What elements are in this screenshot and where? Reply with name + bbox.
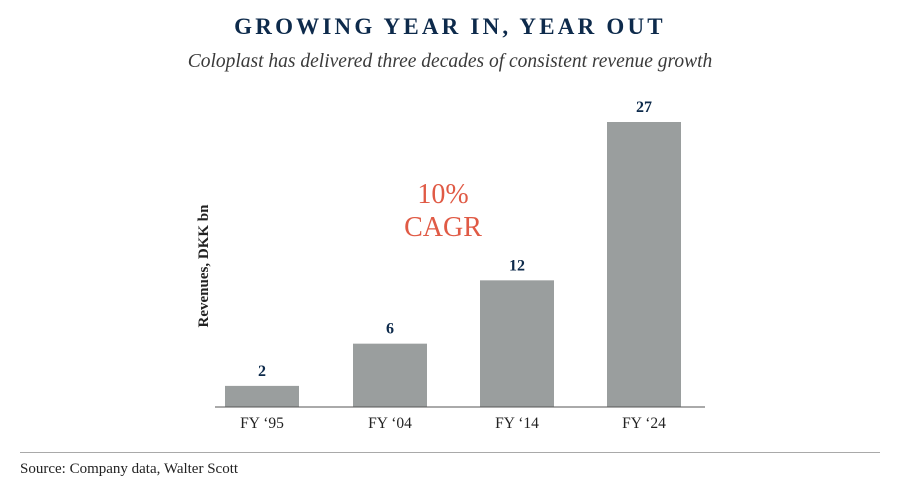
bar-3 xyxy=(480,280,554,407)
y-axis-label: Revenues, DKK bn xyxy=(196,204,212,328)
cagr-annotation: 10%CAGR xyxy=(404,179,482,243)
bars xyxy=(225,122,681,407)
value-label-4: 27 xyxy=(636,99,652,116)
source-note: Source: Company data, Walter Scott xyxy=(20,461,239,477)
value-label-2: 6 xyxy=(386,321,394,338)
x-tick-labels: FY ‘95 FY ‘04 FY ‘14 FY ‘24 xyxy=(240,415,666,432)
value-label-3: 12 xyxy=(509,257,525,274)
value-label-1: 2 xyxy=(258,363,266,380)
x-tick-label-1: FY ‘95 xyxy=(240,415,284,432)
chart-subtitle: Coloplast has delivered three decades of… xyxy=(187,51,713,72)
bar-4 xyxy=(607,122,681,407)
annotation-line-1: 10% xyxy=(417,179,468,210)
x-tick-label-2: FY ‘04 xyxy=(368,415,412,432)
annotation-line-2: CAGR xyxy=(404,212,482,243)
y-axis-label-group: Revenues, DKK bn xyxy=(196,204,212,328)
chart-title: GROWING YEAR IN, YEAR OUT xyxy=(234,14,666,39)
bar-1 xyxy=(225,385,299,407)
x-tick-label-4: FY ‘24 xyxy=(622,415,666,432)
bar-2 xyxy=(353,343,427,407)
source-divider xyxy=(20,452,880,453)
value-labels: 2 6 12 27 xyxy=(258,99,652,380)
x-tick-label-3: FY ‘14 xyxy=(495,415,539,432)
